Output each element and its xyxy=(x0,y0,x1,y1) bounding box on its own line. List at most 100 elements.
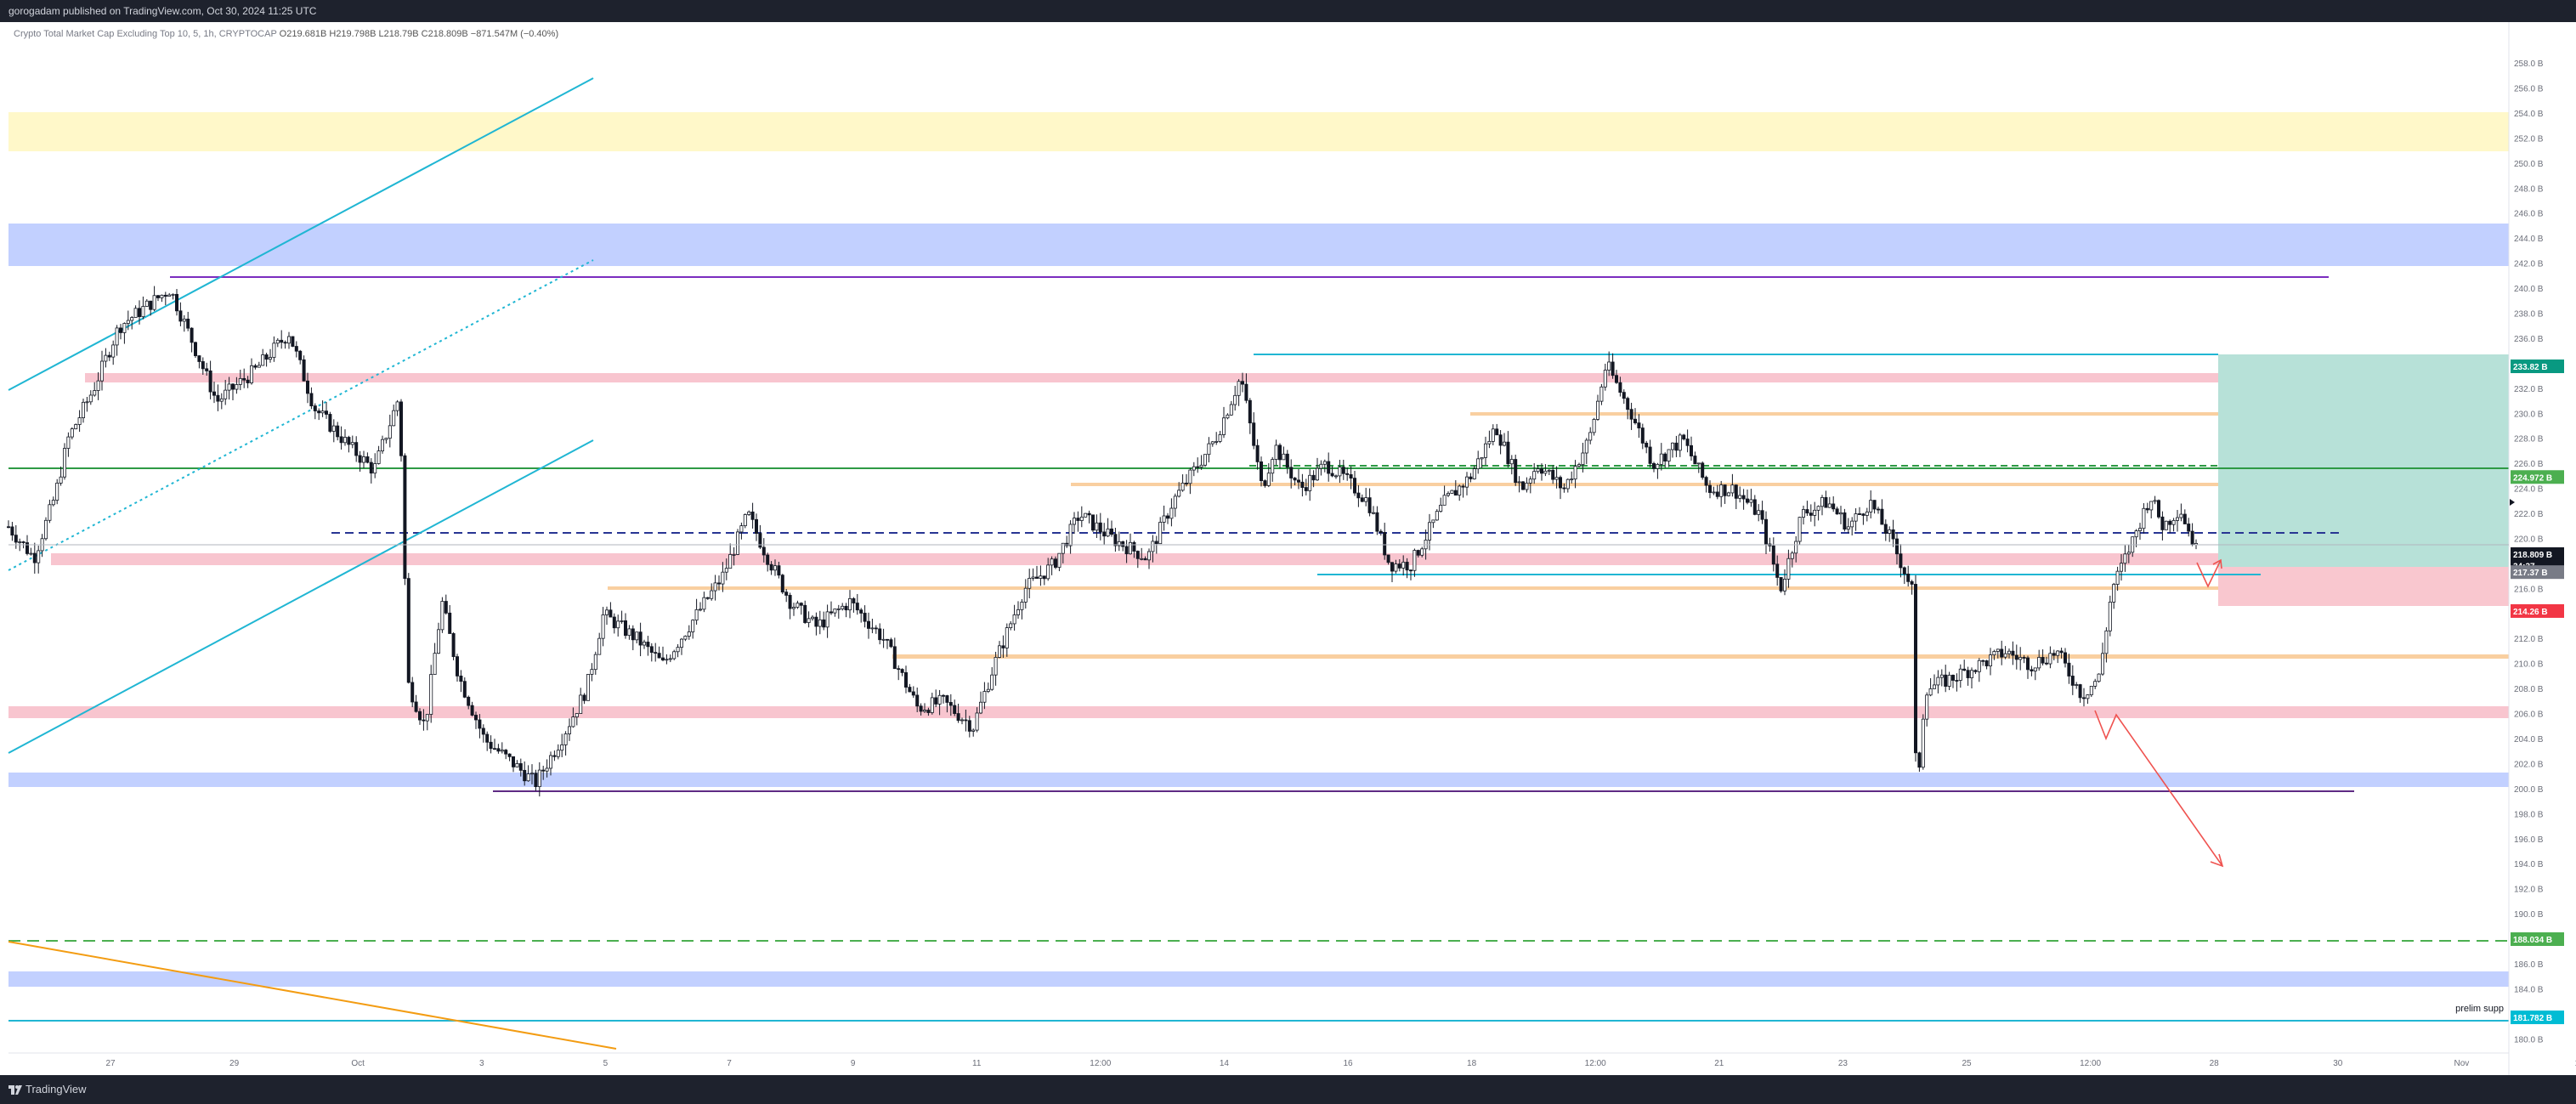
candle-body xyxy=(814,616,818,627)
candle-body xyxy=(960,719,965,722)
y-tick-label: 210.0 B xyxy=(2514,660,2544,670)
candle-body xyxy=(190,327,194,343)
price-label-box xyxy=(2511,565,2564,580)
candle-body xyxy=(358,455,362,463)
candle-body xyxy=(982,691,987,703)
candle-body xyxy=(563,733,568,745)
ohlc-open: O219.681B xyxy=(279,29,327,39)
candle-body xyxy=(417,711,422,721)
candle-body xyxy=(579,694,583,714)
candle-body xyxy=(811,616,815,620)
candle-body xyxy=(2160,516,2165,530)
candle-body xyxy=(2108,602,2112,631)
candle-body xyxy=(144,300,149,307)
candle-body xyxy=(844,605,848,611)
candle-body xyxy=(2011,650,2015,656)
candle-body xyxy=(1528,478,1532,484)
candle-body xyxy=(848,597,852,611)
candle-body xyxy=(230,383,235,390)
candle-body xyxy=(1435,511,1439,521)
candle-body xyxy=(717,582,722,585)
candle-body xyxy=(1509,459,1514,465)
candle-body xyxy=(1199,464,1203,468)
y-tick-label: 190.0 B xyxy=(2514,910,2544,920)
candle-body xyxy=(1091,514,1096,531)
x-tick-label: 3 xyxy=(479,1059,484,1068)
candle-body xyxy=(1872,500,1877,510)
candle-body xyxy=(886,638,890,641)
price-axis[interactable]: 258.0 B 256.0 B 254.0 B 252.0 B 250.0 B 248.0… xyxy=(2514,59,2544,1045)
y-tick-label: 204.0 B xyxy=(2514,735,2544,744)
candle-body xyxy=(1603,370,1607,388)
candle-body xyxy=(534,773,538,788)
candle-body xyxy=(1514,459,1518,484)
candle-body xyxy=(171,293,175,296)
candle-body xyxy=(1719,484,1724,497)
candle-body xyxy=(1244,383,1248,401)
price-chart[interactable]: 258.0 B 256.0 B 254.0 B 252.0 B 250.0 B 248.0… xyxy=(0,22,2576,1075)
candle-body xyxy=(672,651,677,660)
candle-body xyxy=(264,354,269,360)
candle-body xyxy=(1685,439,1690,446)
candle-body xyxy=(422,719,426,722)
candle-body xyxy=(702,597,706,610)
candle-body xyxy=(948,702,953,706)
price-label: 224.972 B xyxy=(2513,473,2552,483)
candle-body xyxy=(504,750,508,755)
symbol-legend[interactable]: Crypto Total Market Cap Excluding Top 10… xyxy=(14,29,558,39)
candle-body xyxy=(1618,382,1622,393)
candle-body xyxy=(870,627,875,630)
candle-body xyxy=(2037,657,2041,669)
candle-body xyxy=(799,603,803,606)
candle-body xyxy=(32,552,37,563)
candle-body xyxy=(309,393,314,407)
candle-body xyxy=(122,323,127,333)
candle-body xyxy=(649,646,654,654)
candle-body xyxy=(2018,657,2023,660)
candle-body xyxy=(208,371,212,393)
y-tick-label: 242.0 B xyxy=(2514,260,2544,269)
candle-body xyxy=(863,613,867,622)
candle-body xyxy=(205,368,209,371)
candle-body xyxy=(2112,584,2116,603)
candle-body xyxy=(1969,670,1973,678)
candle-body xyxy=(967,720,971,732)
candle-body xyxy=(2025,657,2030,671)
candle-body xyxy=(2033,667,2037,671)
candle-body xyxy=(724,568,728,573)
candle-body xyxy=(739,525,744,533)
candles xyxy=(6,286,2198,797)
candle-body xyxy=(1016,609,1021,615)
candle-body xyxy=(2134,530,2138,538)
price-label: 214.26 B xyxy=(2513,608,2548,617)
orange-line-1 xyxy=(1470,412,2509,416)
time-axis[interactable]: 27 29 Oct 3 5 7 9 11 12:00 14 16 18 12:00 21 23 25 12:00… xyxy=(105,1059,2576,1068)
candle-body xyxy=(691,620,695,632)
candle-body xyxy=(474,715,478,721)
candle-body xyxy=(699,609,703,611)
candle-body xyxy=(1356,492,1361,499)
candle-body xyxy=(63,448,67,478)
candle-body xyxy=(1846,526,1850,530)
candle-body xyxy=(1921,718,1925,768)
candle-body xyxy=(1009,623,1013,629)
y-tick-label: 240.0 B xyxy=(2514,285,2544,294)
candle-body xyxy=(1888,529,1892,534)
chart-pane[interactable]: 258.0 B 256.0 B 254.0 B 252.0 B 250.0 B 248.0… xyxy=(0,22,2576,1075)
candle-body xyxy=(612,616,616,629)
candle-body xyxy=(44,519,48,540)
candle-body xyxy=(1465,476,1469,488)
projection-up-path xyxy=(2196,559,2222,588)
candle-body xyxy=(1154,541,1158,545)
candle-body xyxy=(1749,499,1753,503)
candle-body xyxy=(1671,442,1675,450)
candle-body xyxy=(1988,654,1992,666)
candle-body xyxy=(227,383,231,391)
candle-body xyxy=(2081,697,2086,699)
candle-body xyxy=(784,592,789,596)
candle-body xyxy=(410,682,415,703)
x-tick-label: 12:00 xyxy=(1090,1059,1111,1068)
candle-body xyxy=(1663,453,1667,461)
candle-body xyxy=(1966,670,1970,678)
candle-body xyxy=(126,320,130,324)
